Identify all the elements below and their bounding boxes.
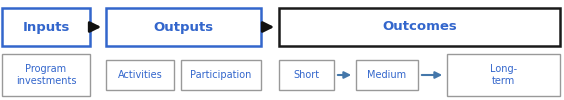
- Bar: [279, 8, 560, 46]
- Bar: [447, 54, 560, 96]
- Text: Medium: Medium: [367, 70, 407, 80]
- Text: Program
investments: Program investments: [16, 64, 76, 86]
- Text: Inputs: Inputs: [23, 20, 70, 34]
- Bar: [356, 60, 418, 90]
- Bar: [279, 60, 334, 90]
- Bar: [106, 8, 261, 46]
- Bar: [106, 60, 174, 90]
- Text: Activities: Activities: [118, 70, 162, 80]
- Text: Outcomes: Outcomes: [382, 20, 457, 34]
- Text: Short: Short: [293, 70, 320, 80]
- Text: Participation: Participation: [190, 70, 252, 80]
- Bar: [181, 60, 261, 90]
- Bar: [2, 54, 90, 96]
- Bar: [2, 8, 90, 46]
- Text: Outputs: Outputs: [153, 20, 214, 34]
- Text: Long-
term: Long- term: [490, 64, 517, 86]
